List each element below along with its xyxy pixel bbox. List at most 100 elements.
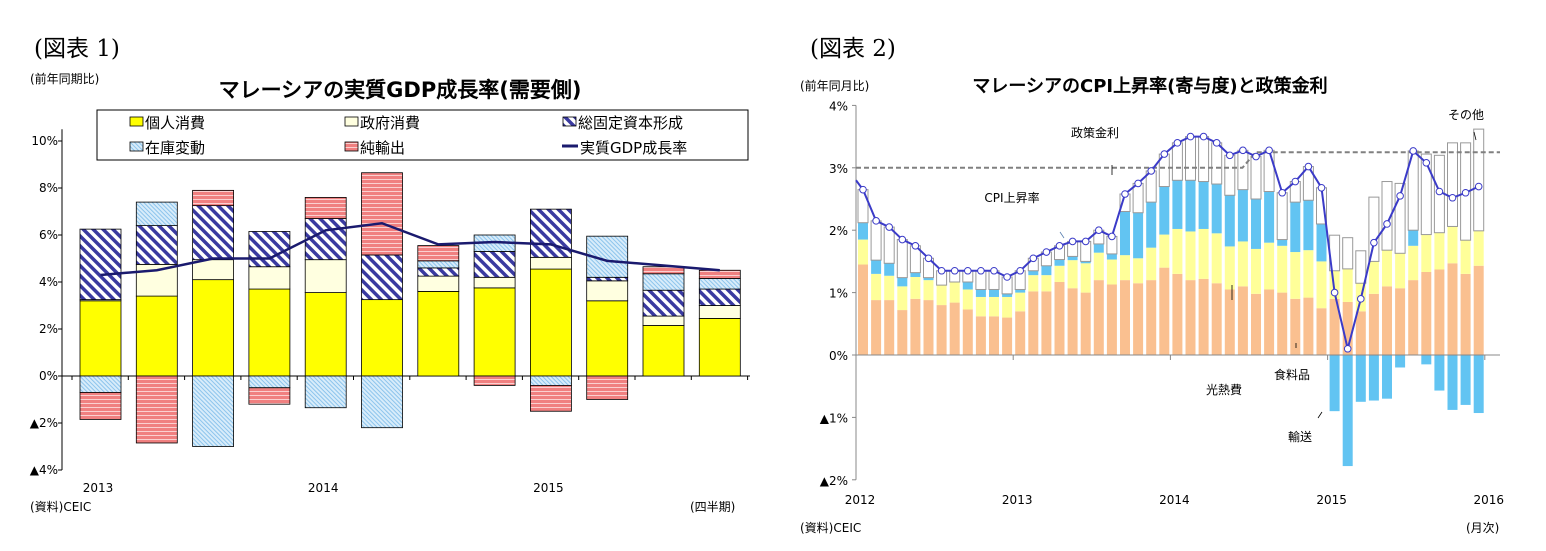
- cpi-marker: [898, 235, 907, 244]
- bar-fixed-capital: [135, 225, 178, 265]
- figure1-label: (図表 1): [34, 36, 120, 62]
- bar-net-exports: [530, 384, 572, 412]
- cpi-marker: [1370, 238, 1378, 247]
- bar-inventory: [304, 375, 347, 409]
- cpi-marker: [1435, 187, 1444, 196]
- figure2-source: (資料)CEIC: [800, 521, 861, 535]
- bar-energy: [1159, 234, 1170, 268]
- bar-energy: [1120, 255, 1130, 281]
- cpi-marker: [1055, 242, 1064, 250]
- cpi-marker: [1121, 190, 1129, 198]
- bar-net-exports: [135, 375, 178, 444]
- bar-inventory: [642, 273, 685, 291]
- annotation-arrow: [1059, 231, 1065, 239]
- bar-energy: [858, 239, 868, 265]
- cpi-marker: [1383, 220, 1391, 228]
- bar-food: [1120, 280, 1130, 355]
- bar-transport: [989, 289, 999, 297]
- bar-transport: [1133, 212, 1144, 259]
- policy-rate-line: [856, 151, 1500, 169]
- bar-energy: [1447, 226, 1458, 264]
- bar-energy: [1015, 292, 1026, 312]
- x-tick-label: 2014: [1159, 493, 1190, 507]
- bar-inventory: [248, 375, 291, 389]
- annotation-arrow: [1317, 411, 1323, 419]
- bar-fixed-capital: [361, 254, 403, 301]
- figure1-unit: (前年同期比): [30, 71, 99, 86]
- bar-energy: [1106, 259, 1117, 285]
- bar-energy: [1408, 245, 1419, 281]
- bar-net-exports: [192, 189, 235, 207]
- y-tick-label: 10%: [31, 134, 58, 148]
- bar-food: [1408, 280, 1419, 355]
- bar-food: [1251, 293, 1261, 355]
- bar-net-exports: [248, 387, 291, 405]
- gdp-growth-line: [100, 221, 720, 277]
- bar-energy: [1172, 228, 1183, 274]
- bar-food: [1447, 263, 1458, 355]
- bar-energy: [1028, 275, 1039, 292]
- x-tick-label: 2016: [1474, 493, 1505, 507]
- bar-other: [1368, 196, 1380, 262]
- bar-other: [870, 220, 882, 261]
- bar-food: [884, 300, 895, 355]
- bar-fixed-capital: [473, 251, 516, 278]
- legend-swatch-private-consumption: [129, 116, 144, 127]
- bar-food: [1106, 284, 1117, 355]
- bar-energy: [1277, 245, 1288, 293]
- cpi-marker: [1068, 237, 1077, 246]
- bar-food: [1368, 293, 1379, 355]
- cpi-marker: [1134, 179, 1142, 188]
- bar-private-consumption: [417, 290, 460, 377]
- bar-government-consumption: [642, 315, 685, 326]
- bar-food: [1146, 280, 1157, 355]
- y-tick-label: ▲4%: [30, 463, 58, 477]
- bar-transport: [1106, 253, 1117, 260]
- cpi-marker: [1265, 146, 1273, 155]
- bar-transport: [962, 281, 973, 290]
- bar-fixed-capital: [79, 228, 122, 301]
- bar-food: [871, 300, 882, 355]
- bar-inventory: [698, 278, 741, 290]
- bar-transport: [1382, 355, 1392, 399]
- bar-net-exports: [361, 172, 403, 256]
- cpi-marker: [1278, 188, 1286, 197]
- bar-fixed-capital: [586, 276, 629, 282]
- bar-other: [1394, 182, 1406, 254]
- bar-private-consumption: [361, 299, 403, 377]
- cpi-marker: [924, 254, 933, 263]
- bar-food: [910, 298, 921, 355]
- bar-food: [1185, 280, 1196, 355]
- bar-food: [962, 309, 973, 355]
- bar-government-consumption: [248, 266, 291, 290]
- bar-other: [1250, 156, 1262, 200]
- y-tick-label: ▲2%: [820, 474, 848, 488]
- y-tick-label: 2%: [829, 224, 848, 238]
- cpi-marker: [1304, 162, 1313, 171]
- bar-energy: [1211, 233, 1222, 284]
- cpi-marker: [1252, 152, 1260, 161]
- bar-energy: [897, 286, 908, 311]
- y-tick-label: 8%: [39, 181, 58, 195]
- cpi-marker: [1147, 167, 1155, 175]
- bar-inventory: [361, 375, 403, 429]
- bar-private-consumption: [135, 295, 178, 377]
- cpi-marker: [1095, 226, 1103, 234]
- bar-transport: [1120, 211, 1130, 256]
- bar-food: [949, 302, 960, 355]
- y-tick-label: ▲2%: [30, 416, 58, 430]
- bar-food: [1002, 317, 1013, 355]
- bar-food: [1211, 283, 1222, 355]
- bar-government-consumption: [417, 275, 460, 292]
- bar-food: [1434, 269, 1445, 355]
- bar-other: [1211, 142, 1223, 185]
- bar-other: [1198, 136, 1210, 183]
- bar-food: [1473, 265, 1484, 355]
- bar-other: [1171, 142, 1183, 181]
- cpi-marker: [1016, 266, 1025, 275]
- chart1-plot: ▲4% ▲2% 0% 2% 4% 6% 8% 10% 2013 2014 2015: [30, 129, 750, 495]
- bar-food: [1159, 267, 1170, 355]
- y-tick-label: 4%: [39, 275, 58, 289]
- figure2-label: (図表 2): [810, 36, 896, 62]
- bar-government-consumption: [586, 280, 629, 302]
